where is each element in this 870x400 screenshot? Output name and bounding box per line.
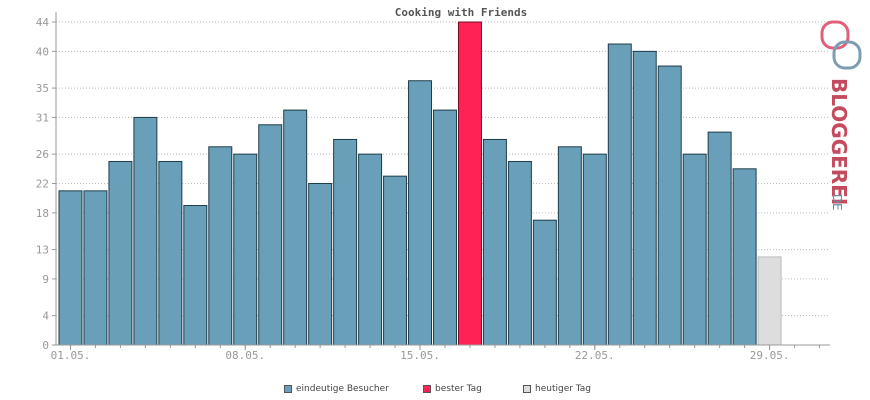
bar bbox=[258, 124, 283, 346]
y-tick-label: 31 bbox=[36, 111, 49, 124]
bar bbox=[707, 131, 732, 346]
x-tick-label: 29.05. bbox=[750, 349, 790, 362]
logo-wordmark: BLOGGEREI bbox=[827, 78, 851, 205]
bar bbox=[507, 160, 532, 346]
y-tick-label: 9 bbox=[42, 273, 49, 286]
y-tick-label: 40 bbox=[36, 45, 49, 58]
axes bbox=[55, 12, 830, 346]
y-tick-label: 35 bbox=[36, 82, 49, 95]
bar bbox=[283, 109, 308, 346]
y-tick-label: 18 bbox=[36, 207, 49, 220]
logo-bubble-blue bbox=[832, 40, 862, 70]
bar bbox=[607, 43, 632, 346]
legend-label-visitors: eindeutige Besucher bbox=[296, 384, 389, 394]
bar bbox=[183, 205, 208, 346]
y-axis-ticks: 0 4 9 13 18 22 26 31 35 40 44 bbox=[36, 16, 56, 352]
bar bbox=[383, 175, 408, 346]
bar bbox=[233, 153, 258, 346]
bar bbox=[732, 168, 757, 346]
bar bbox=[682, 153, 707, 346]
legend-swatch-best-day bbox=[423, 385, 431, 393]
bar-series bbox=[58, 21, 782, 346]
bar bbox=[133, 116, 158, 346]
bar bbox=[83, 190, 108, 346]
y-tick-label: 44 bbox=[36, 16, 50, 29]
bloggerei-logo-graphic: BLOGGEREI .DE bbox=[820, 20, 862, 211]
bar bbox=[58, 190, 83, 346]
bar bbox=[308, 183, 333, 346]
y-tick-label: 0 bbox=[42, 339, 49, 352]
legend-label-best-day: bester Tag bbox=[435, 384, 482, 394]
bloggerei-logo: BLOGGEREI .DE bbox=[812, 18, 870, 218]
legend-item-today: heutiger Tag bbox=[523, 384, 591, 394]
bar bbox=[408, 80, 433, 346]
x-tick-label: 15.05. bbox=[400, 349, 440, 362]
bar bbox=[657, 65, 682, 346]
legend-label-today: heutiger Tag bbox=[535, 384, 592, 394]
bar bbox=[358, 153, 383, 346]
legend-item-best-day: bester Tag bbox=[423, 384, 482, 394]
legend-item-visitors: eindeutige Besucher bbox=[284, 384, 389, 394]
legend-swatch-visitors bbox=[284, 385, 292, 393]
bar bbox=[632, 50, 657, 346]
logo-domain-suffix: .DE bbox=[830, 190, 844, 211]
x-tick-label: 08.05. bbox=[225, 349, 265, 362]
bar-today bbox=[757, 256, 782, 346]
x-tick-label: 22.05. bbox=[575, 349, 615, 362]
bar-best-day bbox=[457, 21, 482, 346]
chart-legend: eindeutige Besucher bester Tag heutiger … bbox=[0, 384, 870, 400]
chart-title: Cooking with Friends bbox=[395, 6, 527, 19]
x-tick-label: 01.05. bbox=[51, 349, 91, 362]
bar bbox=[532, 219, 557, 346]
bar bbox=[158, 160, 183, 346]
bar bbox=[557, 146, 582, 346]
legend-swatch-today bbox=[523, 385, 531, 393]
logo-bubble-red bbox=[820, 20, 850, 50]
bar bbox=[482, 138, 507, 346]
y-tick-label: 26 bbox=[36, 148, 49, 161]
bar bbox=[333, 138, 358, 346]
x-axis-ticks: 01.05. 08.05. 15.05. 22.05. 29.05. bbox=[51, 345, 821, 362]
bar bbox=[108, 160, 133, 346]
bar bbox=[582, 153, 607, 346]
y-tick-label: 4 bbox=[42, 310, 49, 323]
y-tick-label: 13 bbox=[36, 244, 49, 257]
y-tick-label: 22 bbox=[36, 178, 49, 191]
bar bbox=[433, 109, 457, 346]
bar bbox=[208, 146, 233, 346]
